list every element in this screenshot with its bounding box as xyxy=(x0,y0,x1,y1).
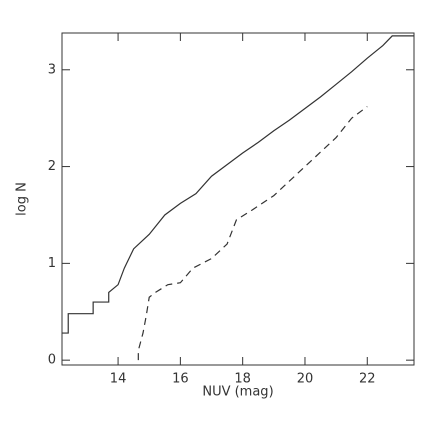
y-tick-label: 0 xyxy=(48,353,56,368)
plot-frame xyxy=(61,32,415,366)
data-line xyxy=(137,106,368,361)
x-tick-label: 20 xyxy=(297,372,314,387)
x-tick-label: 16 xyxy=(172,372,189,387)
y-tick-label: 2 xyxy=(48,159,56,174)
x-axis-label: NUV (mag) xyxy=(202,385,273,400)
y-tick-label: 3 xyxy=(48,62,56,77)
y-axis-label: log N xyxy=(15,182,30,216)
x-tick-label: 22 xyxy=(359,372,376,387)
data-line xyxy=(62,35,414,334)
y-tick-label: 1 xyxy=(48,256,56,271)
x-tick-label: 14 xyxy=(110,372,127,387)
x-tick-label: 18 xyxy=(234,372,251,387)
